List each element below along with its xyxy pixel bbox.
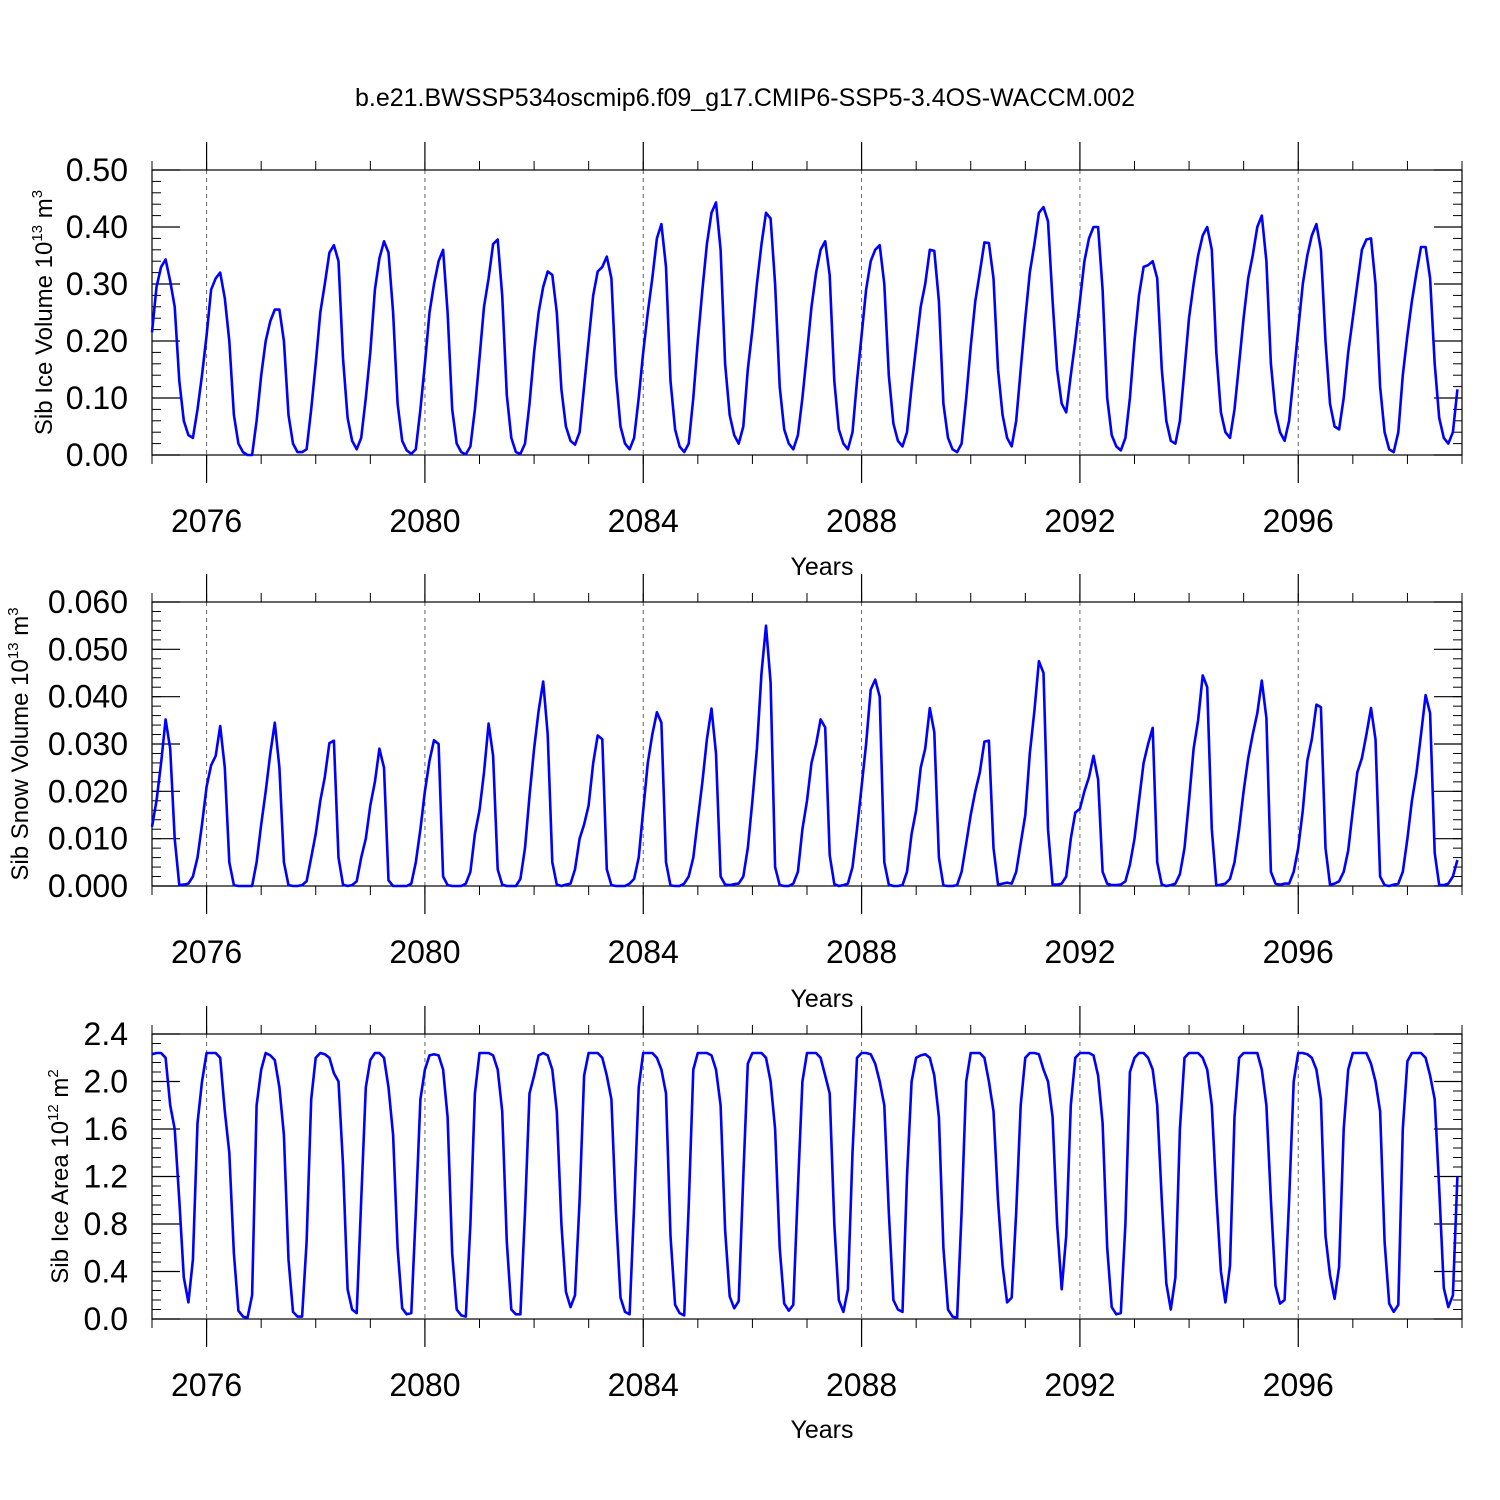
y-tick-label: 0.040 — [48, 679, 128, 715]
y-axis-title-unit-exponent: 2 — [45, 1069, 62, 1077]
y-tick-label: 0.030 — [48, 726, 128, 762]
x-tick-label: 2088 — [826, 934, 897, 970]
y-axis-title: Sib Snow Volume 1013 m3 — [5, 607, 34, 880]
x-tick-label: 2076 — [171, 934, 242, 970]
plot-frame — [151, 1033, 1463, 1320]
y-tick-label: 0.20 — [66, 323, 128, 359]
y-tick-label: 2.4 — [84, 1016, 128, 1052]
plot-frame — [151, 169, 1463, 456]
x-tick-label: 2096 — [1263, 1367, 1334, 1403]
x-tick-label: 2080 — [389, 503, 460, 539]
y-axis-title-unit: m — [7, 616, 34, 643]
plot-frame — [151, 601, 1463, 887]
y-tick-label: 0.30 — [66, 266, 128, 302]
x-tick-label: 2096 — [1263, 503, 1334, 539]
x-tick-label: 2092 — [1044, 503, 1115, 539]
y-tick-label: 1.6 — [84, 1111, 128, 1147]
y-axis-title-exponent: 13 — [5, 642, 22, 659]
x-tick-label: 2092 — [1044, 934, 1115, 970]
x-tick-label: 2096 — [1263, 934, 1334, 970]
x-tick-label: 2076 — [171, 1367, 242, 1403]
y-axis-title-main: Sib Snow Volume 10 — [7, 659, 34, 880]
figure-title: b.e21.BWSSP534oscmip6.f09_g17.CMIP6-SSP5… — [355, 84, 1135, 112]
y-tick-label: 0.0 — [84, 1301, 128, 1337]
series-line — [150, 624, 1459, 888]
y-axis-title-unit-exponent: 3 — [29, 190, 46, 198]
x-tick-label: 2088 — [826, 1367, 897, 1403]
series-line — [151, 1051, 1459, 1320]
y-tick-label: 0.8 — [84, 1206, 128, 1242]
panel-2: 2076 2080 2084 2088 2092 2096 0.000 0.010 0.020 0… — [5, 574, 1463, 1013]
y-axis-title-unit-exponent: 3 — [5, 607, 22, 615]
y-axis-title-unit: m — [47, 1078, 74, 1105]
y-tick-label: 0.020 — [48, 773, 128, 809]
x-axis-title: Years — [790, 553, 853, 581]
panel-1: 2076 2080 2084 2088 2092 2096 0.00 0.10 0.20 0.30… — [29, 142, 1463, 581]
y-tick-label: 0.000 — [48, 868, 128, 904]
y-axis-title: Sib Ice Area 1012 m2 — [45, 1069, 74, 1283]
x-axis-title: Years — [790, 1416, 853, 1444]
y-tick-label: 0.10 — [66, 380, 128, 416]
y-tick-label: 0.050 — [48, 631, 128, 667]
series-line — [150, 201, 1459, 457]
y-tick-label: 2.0 — [84, 1064, 128, 1100]
panel-3: 2076 2080 2084 2088 2092 2096 0.0 0.4 0.8 1.2 1.6 2… — [45, 1006, 1463, 1444]
x-tick-label: 2076 — [171, 503, 242, 539]
y-tick-label: 0.4 — [84, 1254, 128, 1290]
y-axis-title-unit: m — [31, 198, 58, 225]
y-tick-label: 0.00 — [66, 437, 128, 473]
x-tick-label: 2084 — [608, 503, 679, 539]
x-tick-label: 2084 — [608, 934, 679, 970]
y-tick-label: 1.2 — [84, 1159, 128, 1195]
y-axis-title-main: Sib Ice Area 10 — [47, 1121, 74, 1284]
y-tick-label: 0.40 — [66, 209, 128, 245]
x-tick-label: 2092 — [1044, 1367, 1115, 1403]
y-tick-label: 0.060 — [48, 584, 128, 620]
y-axis-title-exponent: 12 — [45, 1104, 62, 1121]
x-tick-label: 2084 — [608, 1367, 679, 1403]
x-tick-label: 2080 — [389, 1367, 460, 1403]
y-tick-label: 0.50 — [66, 152, 128, 188]
x-tick-label: 2088 — [826, 503, 897, 539]
y-tick-label: 0.010 — [48, 821, 128, 857]
y-axis-title-main: Sib Ice Volume 10 — [31, 242, 58, 435]
x-axis-title: Years — [790, 985, 853, 1013]
y-axis-title: Sib Ice Volume 1013 m3 — [29, 190, 58, 435]
y-axis-title-exponent: 13 — [29, 225, 46, 242]
x-tick-label: 2080 — [389, 934, 460, 970]
